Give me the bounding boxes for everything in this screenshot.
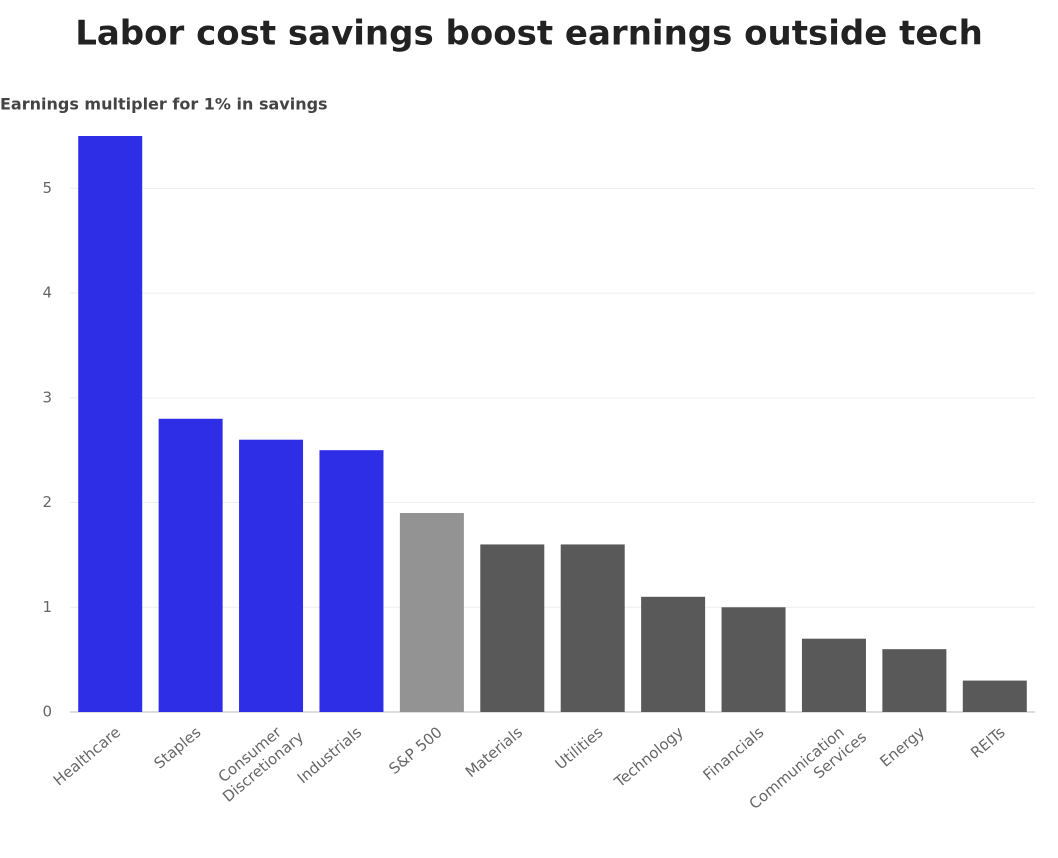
bar bbox=[721, 607, 786, 712]
bar bbox=[158, 418, 223, 712]
x-tick-label: Energy bbox=[876, 723, 928, 771]
x-tick-label: ConsumerDiscretionary bbox=[207, 714, 307, 806]
chart-subtitle: Earnings multipler for 1% in savings bbox=[0, 95, 328, 114]
chart-title: Labor cost savings boost earnings outsid… bbox=[75, 14, 983, 54]
bar bbox=[319, 450, 384, 712]
x-tick-label: Healthcare bbox=[49, 723, 123, 789]
x-tick-label: Technology bbox=[610, 723, 687, 792]
bar bbox=[78, 136, 143, 712]
x-tick-label: Financials bbox=[699, 723, 767, 784]
x-tick-label: Materials bbox=[462, 723, 526, 781]
y-tick-label: 3 bbox=[42, 388, 52, 406]
x-tick-label: CommunicationServices bbox=[745, 714, 870, 827]
y-tick-label: 1 bbox=[42, 598, 52, 616]
bar bbox=[399, 513, 464, 712]
bar bbox=[882, 649, 947, 712]
x-tick-label: REITs bbox=[967, 723, 1008, 762]
bar bbox=[962, 680, 1027, 712]
x-tick-label: Staples bbox=[150, 723, 204, 772]
bar bbox=[560, 544, 625, 712]
y-tick-label: 5 bbox=[42, 179, 52, 197]
bar bbox=[641, 596, 706, 712]
bar bbox=[801, 638, 866, 712]
bar bbox=[480, 544, 545, 712]
x-tick-label: Industrials bbox=[293, 723, 365, 787]
x-tick-label: S&P 500 bbox=[385, 723, 445, 778]
bar bbox=[239, 439, 304, 712]
x-tick-label: Utilities bbox=[551, 723, 606, 773]
y-tick-label: 2 bbox=[42, 493, 52, 511]
y-tick-label: 0 bbox=[42, 703, 52, 721]
y-tick-label: 4 bbox=[42, 284, 52, 302]
